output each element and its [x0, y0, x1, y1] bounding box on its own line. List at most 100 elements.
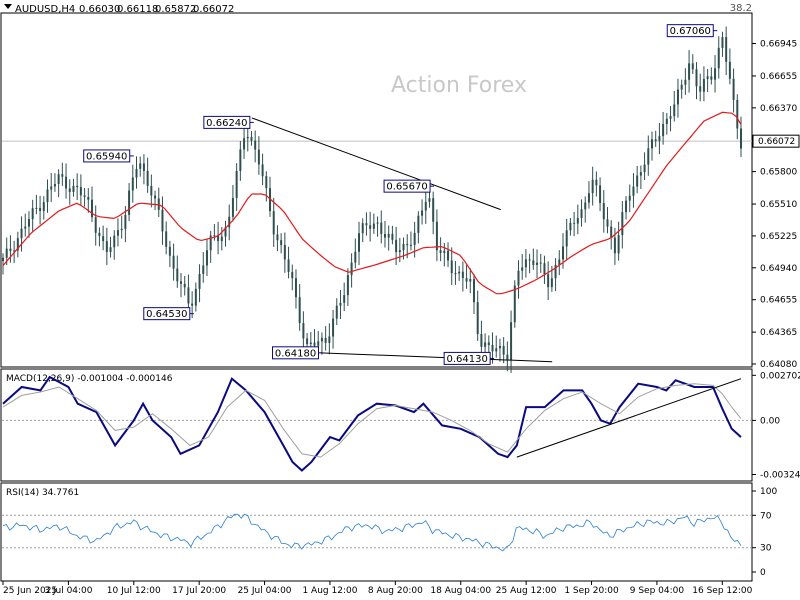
candle-body: [643, 164, 646, 173]
header-open: 0.66030: [79, 4, 120, 15]
macd-tick-label: -0.003241: [760, 471, 800, 481]
candle-body: [524, 259, 527, 268]
candle-body: [728, 61, 731, 79]
candle-body: [124, 214, 127, 229]
x-tick-label: 1 Sep 20:00: [564, 586, 619, 596]
candle-body: [335, 305, 338, 319]
x-tick-label: 18 Aug 04:00: [430, 586, 491, 596]
candle-body: [72, 185, 75, 192]
candle-body: [395, 239, 398, 253]
rsi-panel-frame: [0, 482, 753, 582]
price-label-box: [443, 351, 491, 365]
x-tick-label: 16 Sep 12:00: [692, 586, 752, 596]
x-tick-label: 17 Jul 20:00: [172, 586, 226, 596]
candle-body: [131, 177, 134, 191]
rsi-tick-label: 100: [760, 487, 777, 497]
moving-average-line: [2, 111, 742, 295]
macd-line: [2, 375, 742, 472]
rsi-tick-label: 70: [760, 511, 772, 521]
price-axis: 0.669450.666550.663700.660800.658000.655…: [752, 40, 797, 370]
macd-title: MACD(12,26,9) -0.001004 -0.000146: [6, 374, 173, 384]
price-tick-label: 0.64940: [760, 264, 797, 274]
candle-body: [398, 250, 401, 253]
candle-body: [228, 216, 231, 228]
candle-body: [402, 243, 405, 251]
x-tick-label: 9 Sep 04:00: [630, 586, 685, 596]
price-labels: 0.67060 0.66240 0.65940 0.65670 0.64530 0.641…: [83, 24, 718, 365]
candlestick-series: [2, 26, 742, 373]
current-price-label: 0.66072: [758, 137, 795, 147]
candle-body: [61, 174, 64, 177]
candle-body: [521, 267, 524, 271]
candle-body: [606, 219, 609, 227]
candle-body: [298, 297, 301, 324]
header-high: 0.66118: [117, 4, 158, 15]
candle-body: [50, 186, 53, 190]
candle-body: [31, 208, 34, 220]
candle-body: [673, 104, 676, 117]
candle-body: [461, 271, 464, 279]
header-top-right: 38.2: [730, 3, 752, 14]
candle-body: [309, 342, 312, 345]
candle-body: [647, 148, 650, 165]
candle-body: [302, 323, 305, 339]
candle-body: [706, 76, 709, 79]
candle-body: [725, 37, 728, 62]
candle-body: [294, 278, 297, 298]
candle-body: [406, 243, 409, 246]
candle-body: [209, 235, 212, 251]
price-label-text: 0.65940: [86, 151, 127, 162]
candle-body: [87, 196, 90, 200]
candle-body: [291, 271, 294, 279]
candle-body: [161, 209, 164, 232]
rsi-tick-label: 30: [760, 544, 772, 554]
candle-body: [165, 231, 168, 247]
x-tick-label: 25 Aug 12:00: [496, 586, 557, 596]
candle-body: [57, 174, 60, 184]
x-tick-label: 1 Aug 12:00: [302, 586, 357, 596]
candle-body: [98, 232, 101, 237]
candle-body: [536, 262, 539, 265]
price-label-text: 0.64130: [446, 354, 487, 365]
macd-signal-line: [2, 383, 742, 458]
candle-body: [584, 202, 587, 210]
candle-body: [358, 233, 361, 252]
candle-body: [447, 250, 450, 261]
candle-body: [714, 68, 717, 80]
price-label-text: 0.64530: [146, 309, 187, 320]
candle-body: [650, 139, 653, 149]
macd-panel-frame: [0, 368, 753, 482]
candle-body: [246, 136, 249, 139]
candle-body: [517, 270, 520, 286]
candle-body: [736, 99, 739, 129]
price-label-box: [203, 115, 251, 129]
candle-body: [361, 223, 364, 234]
candle-body: [621, 212, 624, 236]
candle-body: [91, 199, 94, 218]
candle-body: [20, 228, 23, 239]
candle-body: [105, 241, 108, 252]
price-label-text: 0.64180: [275, 348, 316, 359]
candle-body: [79, 187, 82, 196]
candle-body: [435, 221, 438, 251]
candle-body: [5, 248, 8, 258]
price-trendline: [320, 352, 553, 363]
candle-body: [702, 78, 705, 92]
rsi-series: [2, 513, 742, 552]
price-tick-label: 0.65800: [760, 168, 797, 178]
candle-body: [688, 63, 691, 80]
watermark: Action Forex: [391, 73, 527, 98]
candle-body: [306, 338, 309, 345]
candle-body: [710, 76, 713, 80]
candle-body: [194, 288, 197, 306]
candle-body: [198, 273, 201, 289]
candle-body: [224, 227, 227, 237]
candle-body: [439, 250, 442, 254]
candle-body: [320, 337, 323, 342]
candle-body: [139, 163, 142, 169]
dropdown-triangle-icon[interactable]: [4, 4, 12, 9]
moving-average-layer: [2, 111, 742, 295]
candle-body: [142, 163, 145, 171]
candle-body: [391, 233, 394, 240]
